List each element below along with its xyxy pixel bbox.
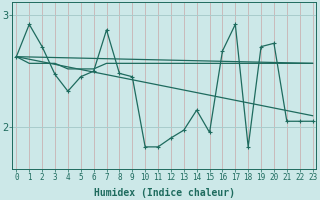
X-axis label: Humidex (Indice chaleur): Humidex (Indice chaleur) [94,188,235,198]
